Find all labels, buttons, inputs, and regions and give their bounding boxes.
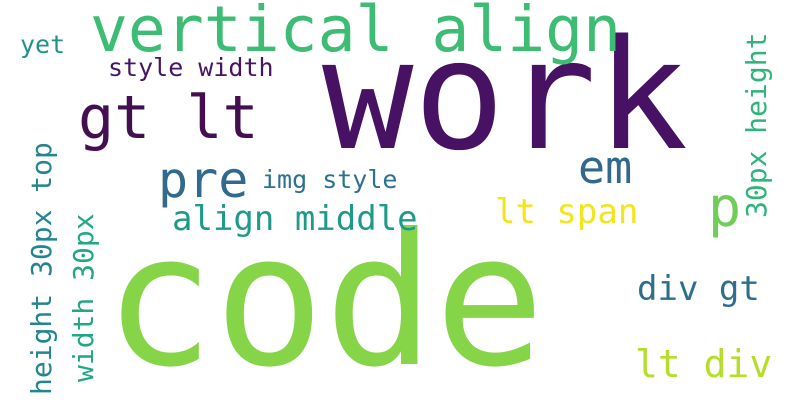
word-height-30px-top: height 30px top — [25, 142, 58, 395]
word-align-middle: align middle — [172, 199, 418, 239]
word-p: p — [708, 175, 742, 239]
word-width-30px: width 30px — [67, 213, 100, 382]
word-work: work — [322, 7, 689, 184]
word-style-width: style width — [108, 53, 274, 82]
word-yet: yet — [20, 30, 66, 59]
word-code: code — [104, 195, 545, 400]
word-vertical-align: vertical align — [90, 0, 622, 66]
word-30px-height: 30px height — [740, 32, 773, 218]
word-lt-span: lt span — [495, 192, 639, 232]
word-img-style: img style — [262, 165, 398, 194]
word-gt-lt: gt lt — [78, 83, 259, 153]
word-lt-div: lt div — [635, 342, 773, 386]
word-em: em — [578, 141, 633, 194]
word-pre: pre — [158, 151, 249, 209]
word-div-gt: div gt — [637, 269, 760, 309]
